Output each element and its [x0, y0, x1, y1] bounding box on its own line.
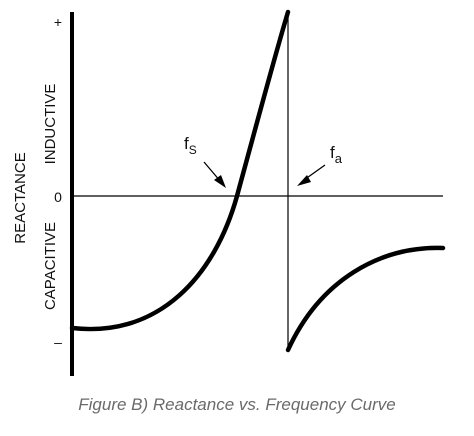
inductive-label: INDUCTIVE [42, 84, 59, 165]
capacitive-label: CAPACITIVE [42, 222, 59, 310]
tick-zero: 0 [54, 189, 62, 205]
tick-plus: + [54, 14, 62, 30]
fs-label: fS [184, 134, 197, 157]
tick-minus: – [54, 334, 62, 350]
y-axis-title: REACTANCE [12, 152, 29, 243]
reactance-curve-high [285, 245, 446, 353]
figure-caption: Figure B) Reactance vs. Frequency Curve [78, 395, 396, 414]
reactance-curve-low [69, 9, 291, 332]
fa-label: fa [330, 143, 343, 166]
fs-arrowhead [214, 175, 226, 188]
fa-arrowhead [297, 175, 311, 186]
